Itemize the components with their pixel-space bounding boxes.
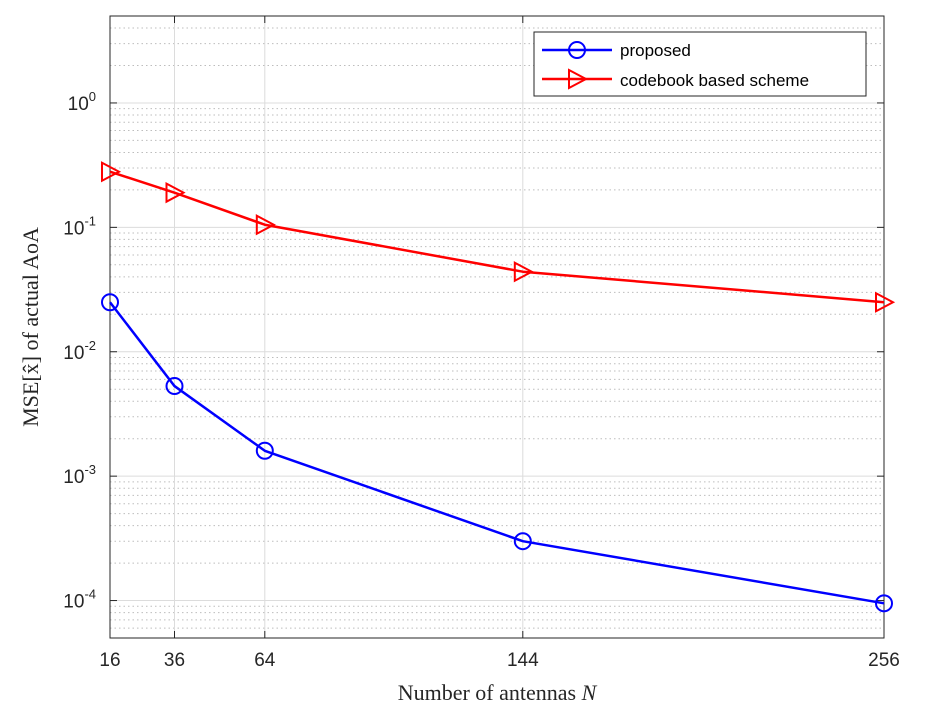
data-point-codebook xyxy=(875,291,896,313)
x-tick-label: 16 xyxy=(99,650,120,671)
legend: proposed codebook based scheme xyxy=(533,31,867,97)
data-point-codebook xyxy=(165,182,186,204)
x-tick-label: 256 xyxy=(868,650,900,671)
legend-label-proposed: proposed xyxy=(620,41,691,60)
x-tick-label: 36 xyxy=(164,650,185,671)
legend-marker-proposed xyxy=(568,41,586,59)
plot-area xyxy=(109,15,885,639)
legend-box xyxy=(533,31,867,97)
data-point-proposed xyxy=(165,377,184,396)
data-point-proposed xyxy=(255,441,274,460)
axis-ticks: 100 10-1 10-2 10-3 10-4 16 36 64 144 256 xyxy=(63,16,900,671)
series-line-codebook xyxy=(109,170,885,304)
y-tick-label: 10-1 xyxy=(63,213,96,239)
y-tick-label: 10-2 xyxy=(63,338,96,364)
y-axis-label: MSE[x̂] of actual AoA xyxy=(18,227,43,427)
series-group xyxy=(101,161,896,613)
data-point-proposed xyxy=(875,594,893,613)
y-tick-label: 10-3 xyxy=(63,462,96,488)
data-point-proposed xyxy=(101,293,119,312)
grid xyxy=(109,15,885,639)
x-axis-label: Number of antennas N xyxy=(398,680,598,705)
y-tick-label: 100 xyxy=(68,89,96,115)
data-point-proposed xyxy=(513,532,532,551)
x-tick-label: 64 xyxy=(254,650,276,671)
series-line-proposed xyxy=(109,301,885,605)
y-tick-label: 10-4 xyxy=(63,587,96,613)
legend-label-codebook: codebook based scheme xyxy=(620,71,809,90)
data-point-codebook xyxy=(101,161,122,183)
data-point-codebook xyxy=(255,214,276,236)
data-point-codebook xyxy=(513,261,534,283)
x-tick-label: 144 xyxy=(507,650,539,671)
legend-marker-codebook xyxy=(568,68,589,90)
